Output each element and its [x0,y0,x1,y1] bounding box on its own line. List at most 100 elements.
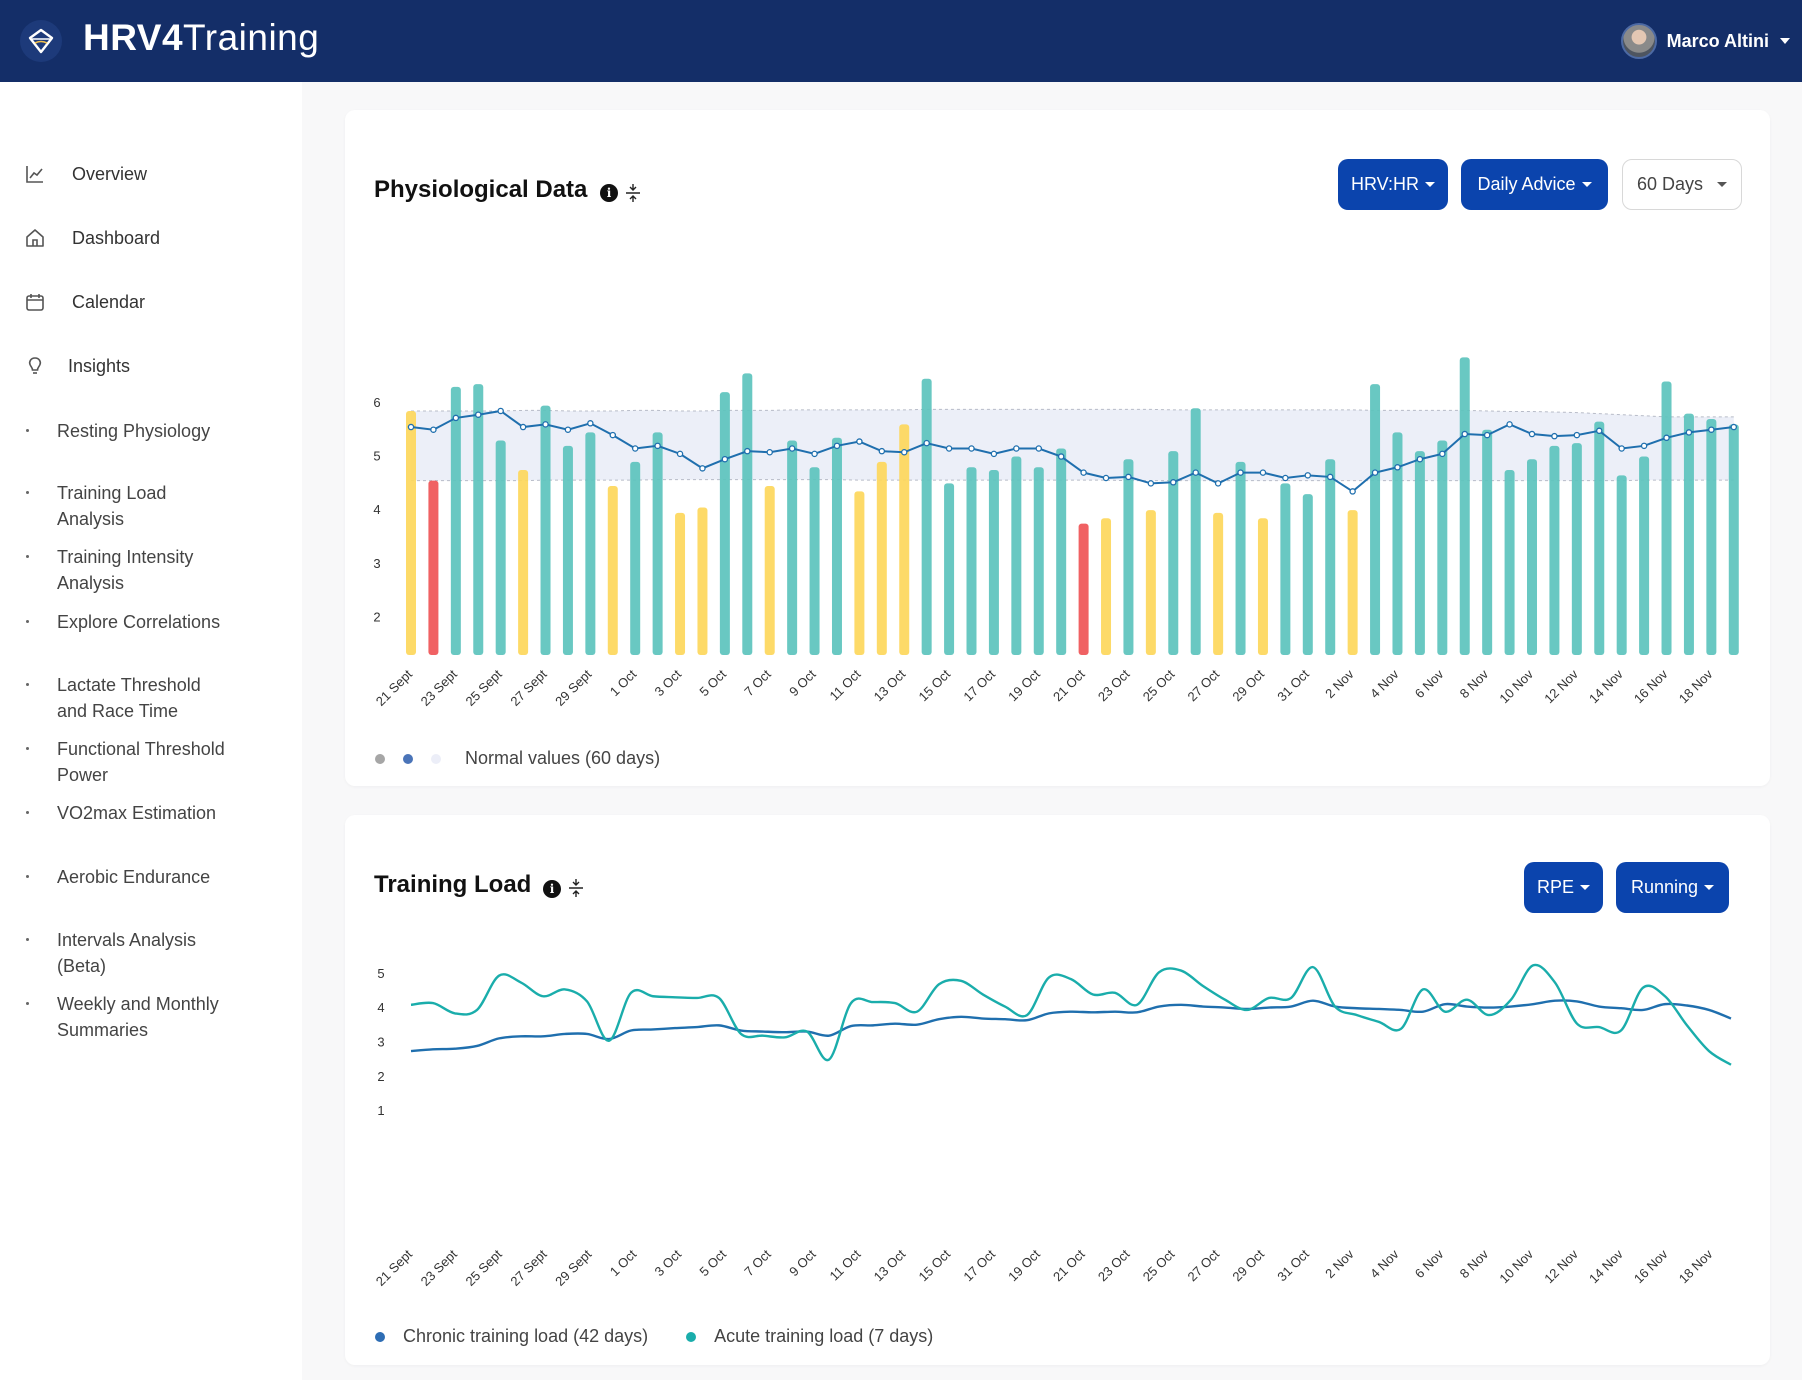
trend-point [990,450,998,458]
y-tick-label: 6 [373,395,380,410]
trend-point [900,449,908,456]
label-line: (Beta) [57,956,107,976]
trend-point [1214,480,1222,487]
legend-swatch-blue[interactable] [403,753,413,764]
app-logo-text[interactable]: HRV4Training [83,17,319,59]
chevron-down-icon[interactable] [1780,38,1790,44]
label-line: Analysis [57,509,125,529]
trend-point [766,449,773,456]
x-tick-label: 29 Sept [552,1246,595,1289]
trend-point [1461,430,1468,438]
trend-point [744,447,751,455]
collapse-icon[interactable] [568,878,584,898]
bar [719,392,730,655]
x-tick-label: 6 Nov [1412,666,1447,701]
bar [1190,408,1201,655]
trend-point [519,423,527,431]
sidebar-item-functional-threshold-power[interactable]: Functional Threshold Power [26,736,266,788]
x-tick-label: 7 Oct [741,666,774,699]
label-line: Summaries [57,1020,149,1040]
trend-point [1013,445,1020,452]
sidebar-item-insights[interactable]: Insights [24,355,130,377]
bar [854,491,865,655]
bar [1639,456,1650,655]
user-menu[interactable]: Marco Altini [1620,22,1790,60]
bar [1504,469,1515,655]
x-tick-label: 9 Oct [786,666,819,699]
trend-point [721,455,729,463]
sidebar-item-training-load-analysis[interactable]: Training Load Analysis [26,480,266,532]
x-tick-label: 1 Oct [607,1246,640,1279]
trend-point [676,450,684,458]
label-line: Training Intensity [57,547,194,567]
bar [1235,461,1246,655]
sidebar-item-dashboard[interactable]: Dashboard [24,227,160,249]
range-dropdown-button[interactable]: 60 Days [1622,159,1742,210]
sidebar-item-intervals-analysis[interactable]: Intervals Analysis (Beta) [26,927,266,979]
sidebar-item-weekly-monthly-summaries[interactable]: Weekly and Monthly Summaries [26,991,266,1043]
sidebar-item-label: Explore Correlations [57,612,221,632]
metric-dropdown-button[interactable]: HRV:HR [1338,159,1448,210]
legend-label-chronic[interactable]: Chronic training load (42 days) [403,1326,649,1346]
bar [1101,518,1112,655]
y-tick-label: 2 [377,1069,384,1084]
bar [1549,445,1560,655]
sidebar-item-label: Dashboard [72,227,161,248]
trend-point [1596,427,1603,435]
bar [966,467,977,655]
x-tick-label: 7 Oct [741,1246,774,1279]
legend-swatch-acute[interactable] [686,1331,697,1342]
bar [562,445,573,655]
daily-advice-dropdown-button[interactable]: Daily Advice [1461,159,1608,210]
trend-point [475,411,482,418]
bar [1145,510,1156,655]
x-tick-label: 23 Sept [418,1246,461,1289]
avatar[interactable] [1620,23,1657,59]
trend-point [1439,450,1446,458]
chart-line-icon [26,166,43,183]
x-tick-label: 9 Oct [786,1246,819,1279]
bar [1728,424,1739,655]
x-tick-label: 23 Oct [1095,666,1133,704]
trend-point [609,431,617,439]
x-tick-label: 12 Nov [1541,666,1581,706]
sidebar-item-training-intensity-analysis[interactable]: Training Intensity Analysis [26,544,266,596]
rpe-dropdown-button[interactable]: RPE [1524,862,1603,913]
collapse-icon[interactable] [625,183,641,203]
caret-down-icon [1425,182,1435,187]
sport-dropdown-button[interactable]: Running [1616,862,1729,913]
trend-point [587,420,594,427]
legend-swatch-band[interactable] [431,753,441,764]
legend-swatch-chronic[interactable] [375,1331,385,1342]
trend-point [923,439,930,447]
x-tick-label: 23 Sept [418,666,461,709]
app-logo-icon[interactable] [20,20,62,62]
info-icon[interactable]: i [543,880,561,898]
card-title: Training Load [374,871,532,898]
bar [406,410,416,655]
trend-point [878,447,886,455]
trend-point [1416,455,1424,463]
sidebar-item-lactate-threshold[interactable]: Lactate Threshold and Race Time [26,672,266,724]
x-tick-label: 2 Nov [1322,666,1357,701]
legend-swatch-gray[interactable] [375,753,385,764]
label-line: and Race Time [57,701,179,721]
x-tick-label: 21 Oct [1050,666,1088,704]
bar [540,405,551,655]
legend-label-normal-values[interactable]: Normal values (60 days) [465,748,661,768]
x-tick-label: 12 Nov [1541,1246,1581,1286]
info-icon[interactable]: i [600,184,618,202]
physiological-data-card: Physiological Data i HRV:HR Daily Advice… [345,110,1770,786]
trend-point [856,438,863,445]
bar [1527,459,1537,655]
bar [473,384,484,655]
trend-point [1282,474,1289,482]
user-name[interactable]: Marco Altini [1666,30,1769,51]
legend-label-acute[interactable]: Acute training load (7 days) [714,1326,934,1346]
sidebar-item-overview[interactable]: Overview [24,163,147,185]
x-tick-label: 29 Oct [1229,666,1267,704]
normal-band [411,409,1734,481]
sidebar-item-calendar[interactable]: Calendar [24,291,145,313]
trend-point [1730,423,1738,431]
trend-point [1483,431,1491,439]
